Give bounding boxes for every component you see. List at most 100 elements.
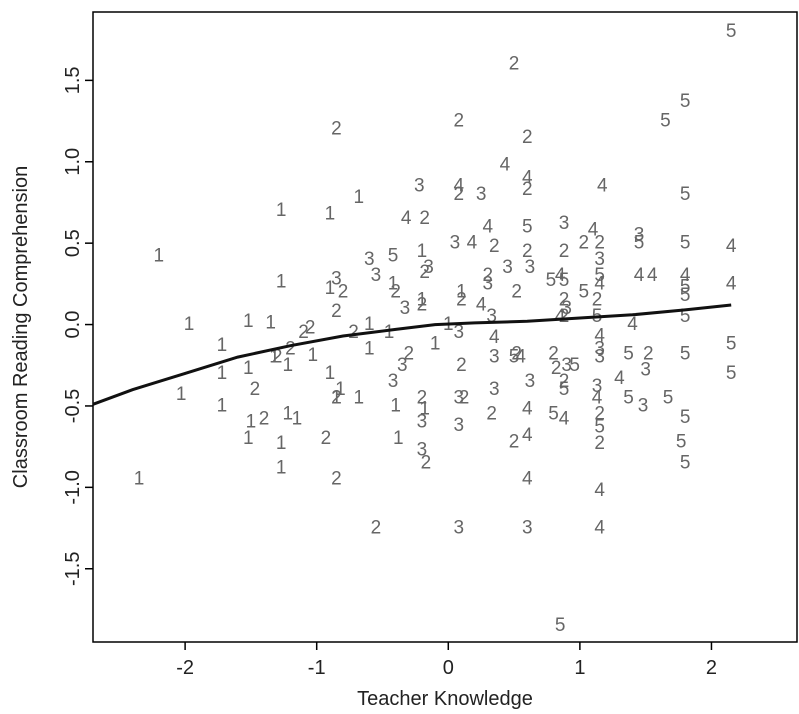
data-point-label: 5 bbox=[680, 407, 691, 428]
data-point-label: 1 bbox=[456, 282, 467, 303]
data-point-label: 1 bbox=[417, 290, 428, 311]
data-point-label: 2 bbox=[643, 343, 654, 364]
data-point-label: 5 bbox=[660, 111, 671, 132]
data-point-label: 4 bbox=[522, 399, 533, 420]
data-point-label: 5 bbox=[594, 417, 605, 438]
data-point-label: 4 bbox=[555, 306, 566, 327]
data-point-label: 5 bbox=[680, 285, 691, 306]
data-point-label: 2 bbox=[417, 387, 428, 408]
data-point-label: 1 bbox=[243, 358, 254, 379]
data-point-label: 3 bbox=[482, 273, 493, 294]
x-tick-label: 0 bbox=[443, 657, 454, 679]
data-point-label: 4 bbox=[680, 265, 691, 286]
data-point-label: 4 bbox=[594, 518, 605, 539]
data-point-label: 3 bbox=[331, 268, 342, 289]
data-point-label: 5 bbox=[680, 306, 691, 327]
data-point-label: 5 bbox=[579, 282, 590, 303]
data-point-label: 5 bbox=[559, 270, 570, 291]
data-point-label: 2 bbox=[456, 290, 467, 311]
data-point-label: 4 bbox=[522, 469, 533, 490]
y-tick-label: -1.0 bbox=[62, 470, 84, 504]
data-point-label: 2 bbox=[522, 127, 533, 148]
y-axis: -1.5 -1.0 -0.5 0.0 0.5 1.0 1.5 bbox=[62, 66, 93, 586]
data-point-label: 2 bbox=[250, 379, 261, 400]
y-tick-label: -0.5 bbox=[62, 389, 84, 423]
data-point-label: 2 bbox=[417, 295, 428, 316]
data-point-label: 1 bbox=[269, 347, 280, 368]
data-point-label: 4 bbox=[594, 480, 605, 501]
data-point-label: 2 bbox=[509, 54, 520, 75]
data-point-label: 1 bbox=[282, 404, 293, 425]
data-point-label: 4 bbox=[559, 408, 570, 429]
data-point-label: 3 bbox=[476, 184, 487, 205]
data-point-label: 1 bbox=[243, 428, 254, 449]
data-point-label: 3 bbox=[417, 412, 428, 433]
data-point-label: 2 bbox=[459, 387, 470, 408]
data-point-label: 3 bbox=[486, 306, 497, 327]
data-point-label: 2 bbox=[594, 433, 605, 454]
data-point-label: 2 bbox=[482, 265, 493, 286]
x-tick-label: 2 bbox=[706, 657, 717, 679]
data-point-label: 5 bbox=[555, 615, 566, 636]
x-tick-label: -2 bbox=[176, 657, 194, 679]
data-point-label: 5 bbox=[522, 216, 533, 237]
data-point-label: 3 bbox=[561, 298, 572, 319]
data-point-label: 2 bbox=[390, 282, 401, 303]
data-point-label: 4 bbox=[401, 208, 412, 229]
data-point-label: 3 bbox=[371, 265, 382, 286]
plot-frame bbox=[92, 11, 798, 643]
data-point-label: 1 bbox=[325, 203, 336, 224]
data-point-label: 4 bbox=[647, 265, 658, 286]
data-point-label: 3 bbox=[489, 379, 500, 400]
data-point-label: 3 bbox=[559, 213, 570, 234]
data-point-label: 1 bbox=[265, 312, 276, 333]
data-point-label: 4 bbox=[515, 347, 526, 368]
data-point-label: 5 bbox=[680, 452, 691, 473]
data-point-label: 5 bbox=[680, 343, 691, 364]
data-point-label: 1 bbox=[276, 457, 287, 478]
data-point-label: 1 bbox=[384, 322, 395, 343]
data-point-label: 1 bbox=[282, 355, 293, 376]
data-point-label: 5 bbox=[676, 431, 687, 452]
data-point-label: 2 bbox=[419, 208, 430, 229]
data-point-label: 1 bbox=[276, 433, 287, 454]
data-point-label: 5 bbox=[726, 334, 737, 355]
data-point-label: 3 bbox=[592, 376, 603, 397]
data-point-label: 1 bbox=[325, 363, 336, 384]
data-point-label: 2 bbox=[592, 290, 603, 311]
data-point-label: 3 bbox=[502, 257, 513, 278]
data-point-label: 3 bbox=[594, 249, 605, 270]
data-point-label: 3 bbox=[454, 387, 465, 408]
data-point-label: 1 bbox=[390, 395, 401, 416]
data-point-label: 1 bbox=[393, 428, 404, 449]
data-point-label: 4 bbox=[614, 368, 625, 389]
data-point-label: 5 bbox=[680, 233, 691, 254]
data-point-label: 2 bbox=[348, 322, 359, 343]
data-point-label: 1 bbox=[417, 241, 428, 262]
data-point-label: 3 bbox=[414, 176, 425, 197]
data-point-label: 3 bbox=[634, 225, 645, 246]
data-point-label: 4 bbox=[627, 314, 638, 335]
data-point-label: 2 bbox=[338, 282, 349, 303]
data-point-label: 2 bbox=[551, 358, 562, 379]
data-point-label: 3 bbox=[489, 347, 500, 368]
data-point-label: 2 bbox=[321, 428, 332, 449]
data-point-label: 1 bbox=[354, 187, 365, 208]
data-point-label: 2 bbox=[559, 306, 570, 327]
data-point-label: 2 bbox=[511, 282, 522, 303]
data-point-label: 4 bbox=[597, 176, 608, 197]
data-point-label: 2 bbox=[285, 338, 296, 359]
data-point-label: 5 bbox=[726, 21, 737, 42]
data-point-label: 2 bbox=[305, 317, 316, 338]
y-tick-label: 0.5 bbox=[62, 229, 84, 257]
data-point-label: 3 bbox=[594, 338, 605, 359]
data-point-label: 5 bbox=[680, 184, 691, 205]
data-point-label: 1 bbox=[364, 338, 375, 359]
data-point-label: 2 bbox=[522, 241, 533, 262]
data-point-label: 2 bbox=[404, 343, 415, 364]
data-point-label: 3 bbox=[525, 257, 536, 278]
data-point-label: 5 bbox=[388, 246, 399, 267]
data-point-label: 5 bbox=[663, 387, 674, 408]
data-point-label: 2 bbox=[511, 343, 522, 364]
